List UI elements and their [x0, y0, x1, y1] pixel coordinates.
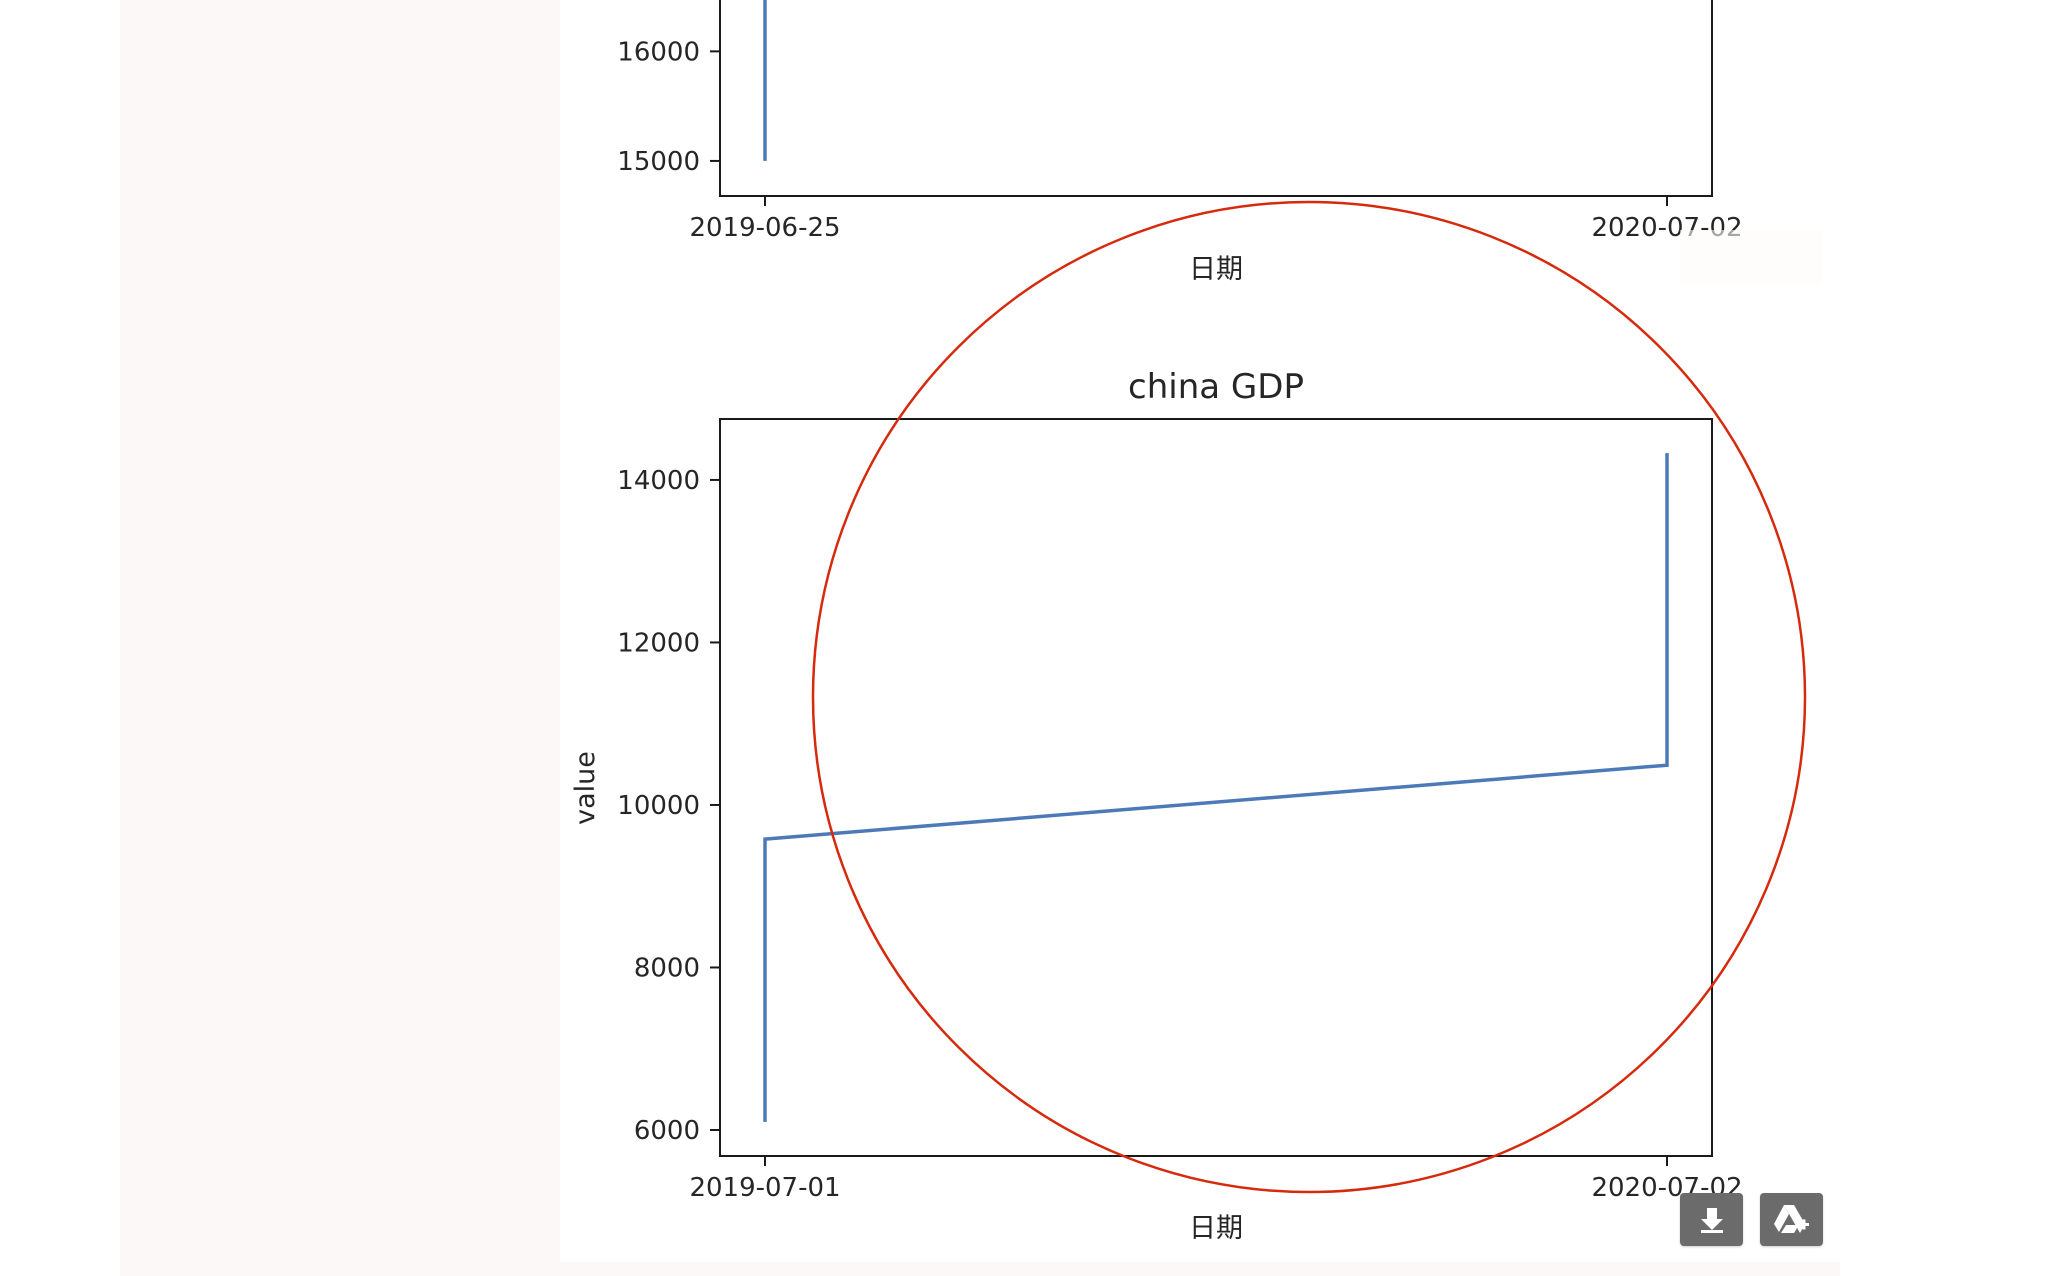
download-button[interactable] [1680, 1193, 1743, 1246]
y-tick-label: 14000 [617, 466, 700, 496]
y-tick-label: 16000 [617, 37, 700, 67]
y-tick-label: 6000 [634, 1116, 700, 1146]
annotation-circle [811, 200, 1807, 1194]
series-line [763, 453, 1669, 1122]
y-tick-label: 8000 [634, 953, 700, 983]
y-tick-label: 10000 [617, 791, 700, 821]
x-tick-label: 2019-06-25 [689, 213, 840, 243]
output-card [560, 0, 1840, 1262]
download-icon [1700, 1207, 1723, 1233]
y-axis-label: value [570, 751, 601, 825]
faded-overlay [1680, 230, 1822, 284]
x-axis-label: 日期 [1189, 254, 1243, 285]
google-drive-add-icon [1773, 1204, 1809, 1233]
y-tick-label: 12000 [617, 628, 700, 658]
y-tick-label: 15000 [617, 147, 700, 177]
plot-frame [719, 418, 1713, 1157]
x-axis-label: 日期 [1189, 1213, 1243, 1244]
chart-title: china GDP [1128, 367, 1304, 407]
x-tick-label: 2019-07-01 [689, 1173, 840, 1203]
plot-frame [719, 0, 1713, 197]
chart-china-gdp: china GDP 6000 8000 10000 12000 14000 2019-0… [570, 367, 1743, 1244]
save-to-drive-button[interactable] [1760, 1193, 1823, 1246]
